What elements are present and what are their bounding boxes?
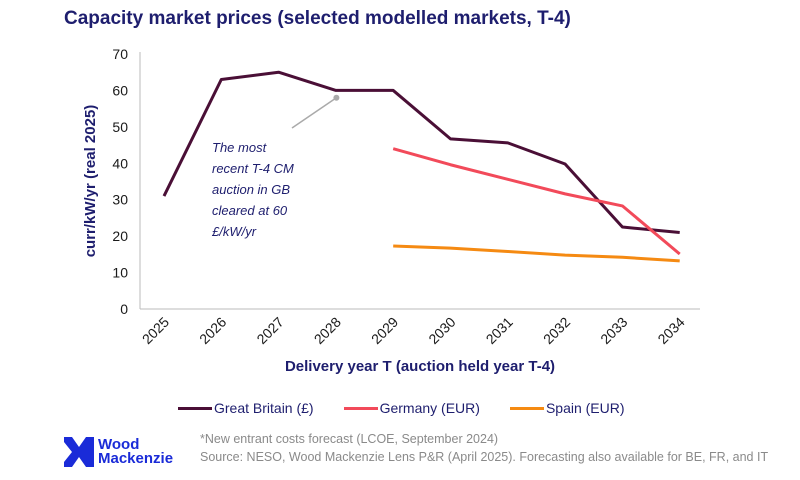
legend-swatch	[178, 406, 212, 410]
x-tick-label: 2030	[425, 314, 458, 347]
logo-text: Wood	[98, 436, 140, 453]
series-line-2	[393, 244, 680, 263]
x-tick-label: 2033	[597, 314, 630, 347]
y-tick-label: 10	[112, 265, 128, 281]
footnote: *New entrant costs forecast (LCOE, Septe…	[200, 432, 499, 446]
legend-label: Spain (EUR)	[545, 400, 625, 416]
x-tick-label: 2028	[311, 314, 344, 347]
annotation-text: recent T-4 CM	[212, 161, 294, 176]
wood-mackenzie-logo: Wood Mackenzie	[64, 437, 173, 467]
y-tick-label: 40	[112, 155, 128, 171]
legend-label: Germany (EUR)	[379, 400, 480, 416]
legend-item-spain: Spain (EUR)	[509, 400, 625, 416]
legend-item-germany: Germany (EUR)	[343, 400, 480, 416]
x-tick-label: 2029	[368, 314, 401, 347]
source-note: Source: NESO, Wood Mackenzie Lens P&R (A…	[200, 450, 769, 464]
logo-text: Mackenzie	[98, 450, 174, 467]
annotation-text: £/kW/yr	[211, 224, 257, 239]
y-tick-label: 30	[112, 192, 128, 208]
y-tick-label: 20	[112, 228, 128, 244]
annotation-leader	[291, 97, 337, 129]
legend: Great Britain (£) Germany (EUR) Spain (E…	[178, 400, 625, 416]
series-line-1	[392, 147, 681, 256]
y-tick-label: 70	[112, 46, 128, 62]
series-line-0	[162, 70, 680, 234]
legend-swatch	[343, 406, 378, 410]
legend-swatch	[509, 406, 544, 410]
legend-item-gb: Great Britain (£)	[178, 400, 314, 416]
x-tick-label: 2025	[139, 314, 172, 347]
y-tick-label: 60	[112, 82, 128, 98]
legend-label: Great Britain (£)	[214, 400, 314, 416]
annotation-text: auction in GB	[212, 182, 290, 197]
logo-mark-icon	[64, 437, 94, 467]
annotation-text: cleared at 60	[212, 203, 288, 218]
x-tick-label: 2034	[654, 314, 687, 347]
y-tick-label: 0	[120, 301, 128, 317]
x-tick-label: 2031	[483, 314, 516, 347]
x-axis-title: Delivery year T (auction held year T-4)	[285, 358, 555, 375]
chart-title: Capacity market prices (selected modelle…	[64, 8, 571, 29]
x-tick-label: 2032	[540, 314, 573, 347]
notes: *New entrant costs forecast (LCOE, Septe…	[200, 430, 770, 466]
x-tick-label: 2027	[253, 314, 286, 347]
y-axis-title: curr/kW/yr (real 2025)	[82, 105, 99, 258]
x-tick-label: 2026	[196, 314, 229, 347]
y-tick-label: 50	[112, 119, 128, 135]
annotation-text: The most	[212, 140, 268, 155]
annotation-dot	[333, 94, 340, 101]
